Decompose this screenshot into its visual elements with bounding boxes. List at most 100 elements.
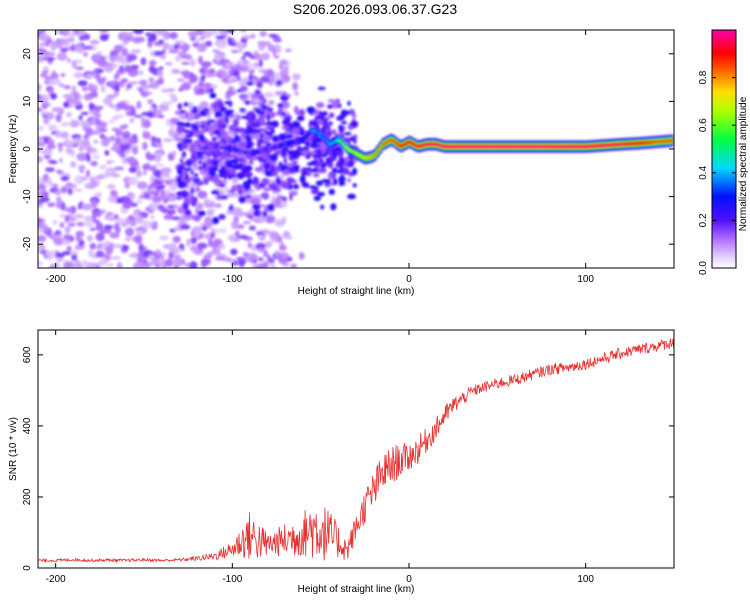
heatmap-noise-blob xyxy=(213,228,220,235)
heatmap-noise-blob xyxy=(93,139,99,144)
heatmap-noise-blob xyxy=(165,258,174,268)
heatmap-noise-blob xyxy=(262,192,270,200)
heatmap-noise-blob xyxy=(152,182,159,187)
heatmap-noise-blob xyxy=(48,124,58,132)
heatmap-noise-blob xyxy=(309,120,318,126)
heatmap-noise-blob xyxy=(111,116,120,121)
heatmap-noise-blob xyxy=(280,95,289,100)
heatmap-noise-blob xyxy=(207,119,212,124)
heatmap-noise-blob xyxy=(116,261,123,268)
heatmap-noise-blob xyxy=(151,195,163,203)
heatmap-noise-blob xyxy=(205,87,210,94)
heatmap-noise-blob xyxy=(56,52,68,61)
heatmap-noise-blob xyxy=(252,203,261,211)
heatmap-noise-blob xyxy=(154,263,161,268)
heatmap-noise-blob xyxy=(271,153,276,158)
heatmap-ridge-cell xyxy=(291,141,295,144)
heatmap-noise-blob xyxy=(199,101,209,109)
heatmap-noise-blob xyxy=(298,252,305,260)
heatmap-noise-blob xyxy=(99,133,105,140)
heatmap-noise-blob xyxy=(111,81,122,87)
heatmap-noise-blob xyxy=(244,194,252,200)
heatmap-noise-blob xyxy=(61,48,68,53)
heatmap-ridge-cell xyxy=(614,143,618,146)
heatmap-noise-blob xyxy=(225,135,229,139)
heatmap-noise-blob xyxy=(176,125,185,134)
heatmap-noise-blob xyxy=(38,217,42,225)
heatmap-noise-blob xyxy=(247,214,254,219)
heatmap-noise-blob xyxy=(72,91,80,100)
heatmap-ridge-cell xyxy=(622,142,626,146)
heatmap-ridge-cell xyxy=(604,143,608,147)
heatmap-noise-blob xyxy=(142,169,148,176)
heatmap-noise-blob xyxy=(217,75,224,79)
heatmap-noise-blob xyxy=(199,110,205,114)
heatmap-noise-blob xyxy=(104,215,111,220)
heatmap-ridge-cell xyxy=(476,145,480,149)
heatmap-noise-blob xyxy=(210,231,216,239)
heatmap-noise-blob xyxy=(269,231,279,239)
heatmap-noise-blob xyxy=(142,220,152,230)
heatmap-noise-blob xyxy=(72,30,81,34)
heatmap-noise-blob xyxy=(306,167,312,171)
heatmap-noise-blob xyxy=(128,81,139,85)
heatmap-ridge-cell xyxy=(402,143,406,147)
heatmap-noise-blob xyxy=(88,102,94,111)
heatmap-noise-blob xyxy=(343,131,352,136)
heatmap-noise-blob xyxy=(282,216,287,225)
heatmap-ridge-cell xyxy=(206,146,210,149)
heatmap-ridge-cell xyxy=(227,147,231,150)
heatmap-noise-blob xyxy=(281,196,288,202)
heatmap-noise-blob xyxy=(347,100,351,106)
heatmap-ridge-cell xyxy=(296,139,300,143)
heatmap-noise-blob xyxy=(183,137,188,142)
heatmap-noise-blob xyxy=(322,162,329,167)
heatmap-ridge-cell xyxy=(394,141,398,145)
heatmap-noise-blob xyxy=(190,236,197,244)
heatmap-noise-blob xyxy=(265,109,269,115)
heatmap-noise-blob xyxy=(91,149,98,154)
colorbar-tick-label: 0.0 xyxy=(698,261,709,275)
heatmap-noise-blob xyxy=(85,169,91,178)
heatmap-noise-blob xyxy=(218,214,226,220)
heatmap-noise-blob xyxy=(270,195,276,204)
heatmap-ridge-cell xyxy=(455,145,459,149)
heatmap-noise-blob xyxy=(182,202,189,210)
heatmap-ridge-cell xyxy=(482,145,486,149)
heatmap-noise-blob xyxy=(276,80,283,86)
heatmap-noise-blob xyxy=(76,153,86,161)
heatmap-ridge-cell xyxy=(612,143,616,147)
heatmap-noise-blob xyxy=(257,40,266,45)
heatmap-noise-blob xyxy=(237,88,242,93)
heatmap-ridge-cell xyxy=(211,145,215,149)
heatmap-noise-blob xyxy=(163,214,174,220)
heatmap-noise-blob xyxy=(207,158,212,166)
heatmap-noise-blob xyxy=(70,43,76,52)
heatmap-noise-blob xyxy=(270,184,278,191)
heatmap-ridge-cell xyxy=(521,145,525,149)
heatmap-ridge-cell xyxy=(389,138,393,142)
heatmap-noise-blob xyxy=(169,117,180,125)
heatmap-noise-blob xyxy=(223,123,227,129)
heatmap-noise-blob xyxy=(292,160,298,164)
heatmap-noise-blob xyxy=(68,217,77,222)
heatmap-noise-blob xyxy=(235,211,246,217)
heatmap-xtick-label: 100 xyxy=(577,274,594,285)
heatmap-noise-blob xyxy=(203,122,208,129)
heatmap-noise-blob xyxy=(116,197,124,204)
heatmap-noise-blob xyxy=(206,211,214,216)
heatmap-noise-blob xyxy=(142,132,152,140)
heatmap-ridge-cell xyxy=(249,152,252,156)
heatmap-noise-blob xyxy=(168,182,178,192)
heatmap-noise-blob xyxy=(46,57,56,61)
heatmap-noise-blob xyxy=(99,30,109,33)
heatmap-noise-blob xyxy=(112,143,120,147)
heatmap-noise-blob xyxy=(179,141,188,150)
heatmap-ridge-cell xyxy=(434,142,438,146)
heatmap-ridge-cell xyxy=(463,145,467,149)
heatmap-noise-blob xyxy=(102,97,113,106)
heatmap-noise-blob xyxy=(172,235,181,243)
heatmap-ridge-cell xyxy=(511,145,515,149)
heatmap-ridge-cell xyxy=(585,145,589,148)
heatmap-noise-blob xyxy=(198,55,203,65)
